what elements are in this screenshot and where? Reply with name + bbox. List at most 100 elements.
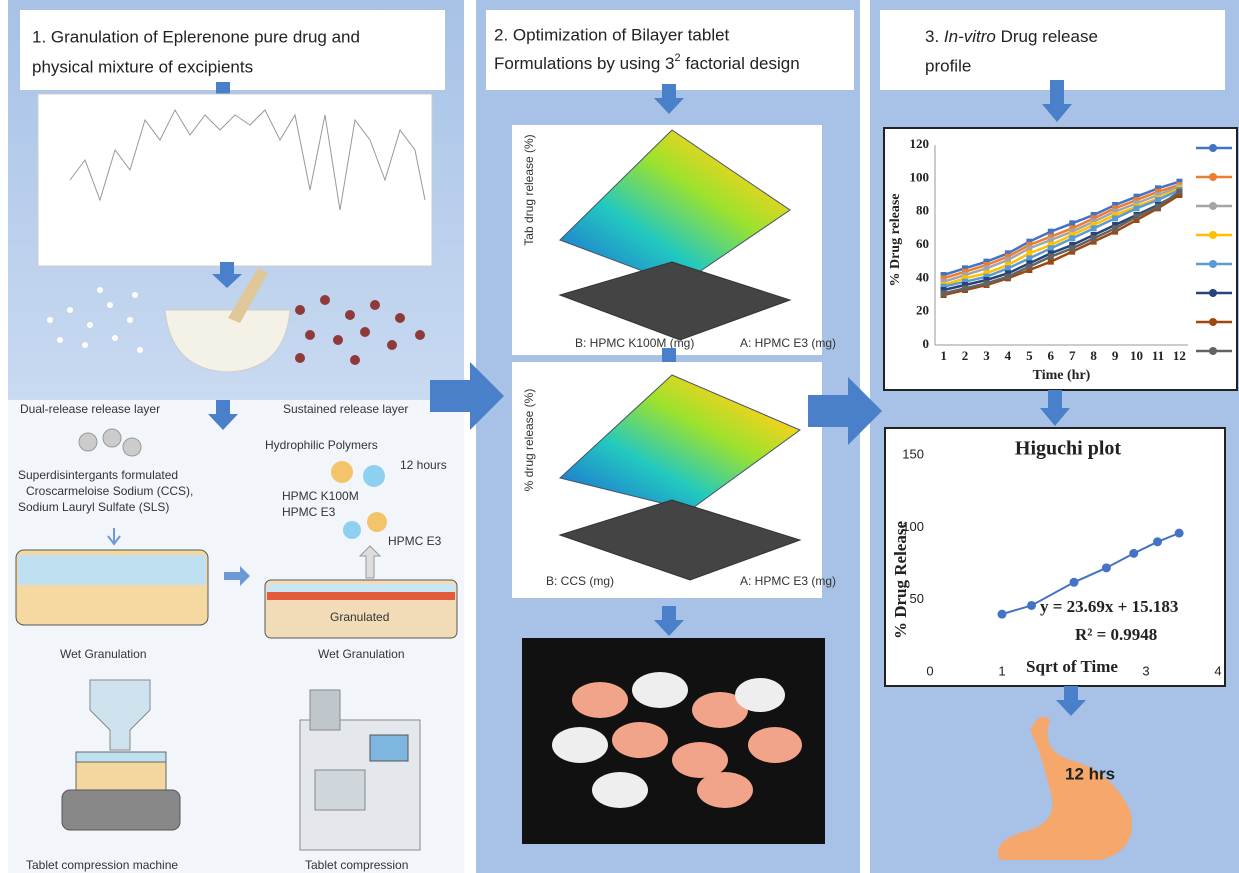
arrow [1056, 686, 1086, 716]
series-marker [1154, 185, 1161, 192]
series-marker [1069, 228, 1076, 235]
machine-label: Tablet compression [305, 858, 408, 872]
series-marker [1004, 253, 1011, 260]
series-marker [940, 272, 947, 278]
title-part: 3. [925, 27, 944, 46]
series-marker [962, 278, 969, 285]
panel1-title: physical mixture of excipients [32, 57, 253, 76]
series-marker [1026, 245, 1033, 252]
x-axis-label: Sqrt of Time [1026, 657, 1118, 676]
series-marker [1112, 225, 1119, 232]
series-marker [983, 258, 990, 265]
series-marker [1154, 203, 1161, 210]
series-marker [962, 272, 969, 278]
legend-swatch [1209, 144, 1217, 152]
series-marker [940, 290, 947, 297]
series-marker [962, 275, 969, 282]
y-tick-label: 100 [902, 519, 924, 534]
legend-swatch [1209, 318, 1217, 326]
series-marker [962, 265, 969, 272]
series-marker [1090, 218, 1097, 225]
red-powder [295, 295, 425, 365]
duration-label: 12 hours [400, 458, 447, 472]
layer [267, 592, 455, 600]
arrow [358, 545, 382, 579]
series-marker [983, 262, 990, 268]
polymer-bead [363, 465, 385, 487]
series-marker [962, 285, 969, 292]
x-tick-label: 4 [1005, 348, 1012, 363]
series-marker [1047, 242, 1054, 248]
series-marker [962, 268, 969, 275]
z-axis-label: Tab drug release (%) [522, 134, 536, 245]
layer [267, 584, 455, 592]
y-tick-label: 80 [916, 203, 929, 218]
arrow [430, 362, 504, 430]
series-marker [1069, 225, 1076, 232]
series-marker [1112, 205, 1119, 212]
series-marker [983, 280, 990, 287]
series-marker [1026, 250, 1033, 257]
title-box [880, 10, 1225, 90]
series-marker [1069, 248, 1076, 255]
layer-label: Sustained release layer [283, 402, 408, 416]
arrow [808, 377, 882, 445]
data-point [1027, 600, 1037, 610]
legend-swatch [1209, 231, 1217, 239]
series-marker [1133, 205, 1140, 212]
series-marker [1154, 192, 1161, 198]
legend-swatch [1209, 289, 1217, 297]
series-marker [940, 275, 947, 282]
series-marker [983, 277, 990, 283]
polymer-name: HPMC E3 [388, 534, 442, 548]
series-line [943, 193, 1181, 297]
series-marker [1004, 262, 1011, 268]
series-line [943, 190, 1181, 295]
series-marker [1004, 250, 1011, 257]
series-marker [1090, 212, 1097, 218]
x-tick-label: 12 [1173, 348, 1186, 363]
y-axis-label: A: HPMC E3 (mg) [740, 574, 836, 588]
series-marker [1176, 188, 1183, 195]
polymer-bead [331, 461, 353, 483]
series-marker [1090, 215, 1097, 222]
series-marker [1069, 242, 1076, 248]
series-marker [1047, 253, 1054, 260]
title-part: Formulations by using 3 [494, 54, 674, 73]
x-tick-label: 2 [962, 348, 969, 363]
series-marker [1112, 202, 1119, 208]
y-tick-label: 0 [923, 336, 930, 351]
z-axis-label: % drug release (%) [522, 389, 536, 492]
arrow [1040, 390, 1070, 426]
series-marker [1112, 222, 1119, 228]
x-tick-label: 6 [1048, 348, 1055, 363]
compression-machine-left [61, 679, 181, 831]
series-marker [1133, 213, 1140, 220]
x-tick-label: 10 [1130, 348, 1143, 363]
series-marker [1026, 242, 1033, 248]
granulation-layer [18, 555, 206, 585]
arrow [208, 400, 238, 430]
y-axis-label: % Drug Release [891, 521, 910, 639]
series-marker [1026, 267, 1033, 273]
series-marker [1004, 273, 1011, 280]
mortar [164, 309, 291, 373]
x-tick-label: 3 [1142, 663, 1149, 678]
tablets-icon [78, 428, 142, 457]
series-marker [1133, 217, 1140, 223]
series-marker [1069, 235, 1076, 242]
data-point [1129, 548, 1139, 558]
y-axis-label: A: HPMC E3 (mg) [740, 336, 836, 350]
series-marker [983, 270, 990, 277]
y-axis-label: % Drug release [888, 193, 903, 286]
r-squared: R² = 0.9948 [1075, 625, 1157, 644]
series-marker [1047, 237, 1054, 243]
series-marker [1047, 233, 1054, 240]
layer-label: Dual-release release layer [20, 402, 160, 416]
x-axis-label: B: CCS (mg) [546, 574, 614, 588]
series-marker [1090, 235, 1097, 242]
series-marker [1112, 208, 1119, 215]
panel2-title: Formulations by using 32 factorial desig… [494, 52, 800, 74]
series-line [943, 185, 1180, 283]
series-marker [1026, 263, 1033, 270]
